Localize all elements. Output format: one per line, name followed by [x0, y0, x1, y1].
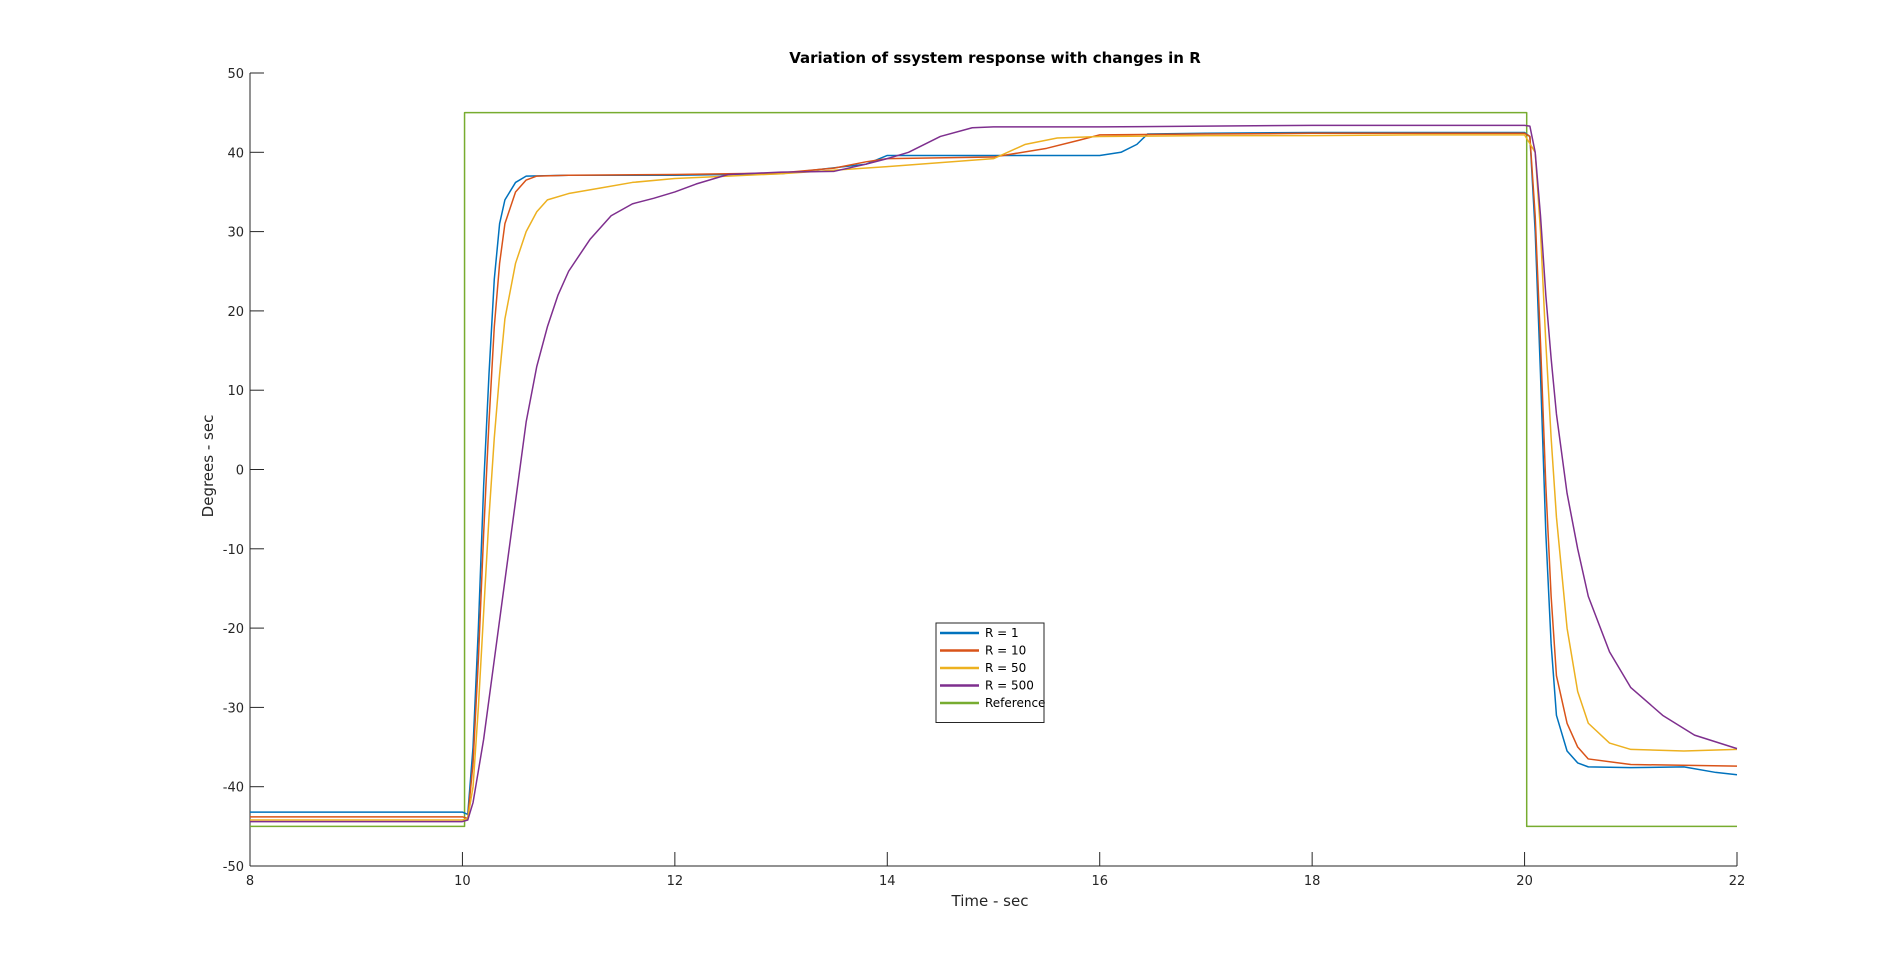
legend-box: [935, 622, 1045, 723]
axes: 8 10 12 14 16 18 20 22 50 40 30 20 10 0 -10 -20 -30 -40 -5…: [223, 67, 1746, 889]
x-tick-label: 20: [1516, 874, 1533, 889]
legend-label: R = 1: [985, 626, 1019, 640]
y-tick-label: 50: [227, 67, 244, 82]
x-tick-label: 8: [246, 874, 254, 889]
legend-label: R = 10: [985, 644, 1026, 658]
series-line-reference: [250, 111, 1737, 828]
series-line-r-1: [250, 131, 1738, 816]
chart-title: Variation of ssystem response with chang…: [789, 49, 1201, 67]
y-tick-label: 20: [227, 305, 244, 320]
y-tick-label: 40: [227, 146, 244, 161]
series-line-r-50: [250, 134, 1738, 821]
legend-label: R = 500: [985, 679, 1034, 693]
legend-label: R = 50: [985, 661, 1026, 675]
y-tick-label: -40: [223, 781, 244, 796]
y-tick-label: 10: [227, 384, 244, 399]
x-tick-label: 12: [667, 874, 684, 889]
series-line-r-500: [250, 124, 1738, 823]
x-tick-label: 10: [454, 874, 471, 889]
y-axis-label: Degrees - sec: [199, 415, 217, 518]
legend: R = 1 R = 10 R = 50 R = 500 Reference: [935, 622, 1045, 723]
x-tick-label: 16: [1091, 874, 1108, 889]
x-tick-label: 18: [1304, 874, 1321, 889]
y-tick-label: -30: [223, 701, 244, 716]
y-tick-label: 30: [227, 226, 244, 241]
y-tick-label: -20: [223, 622, 244, 637]
y-tick-label: -10: [223, 543, 244, 558]
x-tick-label: 22: [1729, 874, 1746, 889]
y-tick-label: 0: [236, 464, 244, 479]
x-tick-label: 14: [879, 874, 896, 889]
series-layer: [250, 111, 1738, 828]
series-line-r-10: [250, 132, 1738, 820]
x-axis-label: Time - sec: [951, 892, 1029, 910]
legend-label: Reference: [985, 696, 1045, 710]
y-tick-label: -50: [223, 860, 244, 875]
